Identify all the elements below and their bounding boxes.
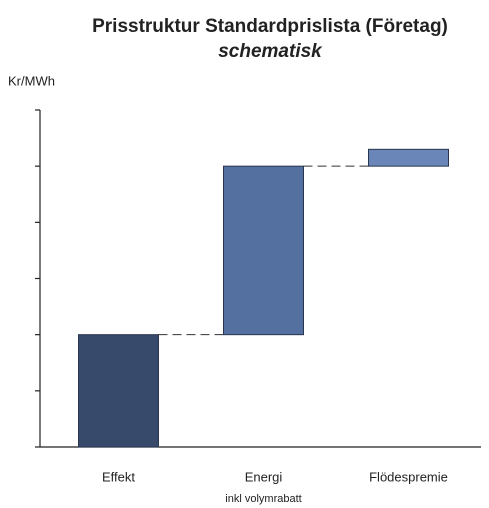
bar [223,165,304,336]
chart-subtitle: schematisk [218,41,323,62]
x-tick-label: Flödespremie [369,469,448,484]
x-tick-label: Effekt [102,469,135,484]
y-axis-label: Kr/MWh [8,73,55,88]
bar [78,334,159,448]
category-note: inkl volymrabatt [225,493,301,505]
bar [368,148,449,167]
chart-title: Prisstruktur Standardprislista (Företag) [92,16,448,37]
x-tick-label: Energi [245,469,283,484]
